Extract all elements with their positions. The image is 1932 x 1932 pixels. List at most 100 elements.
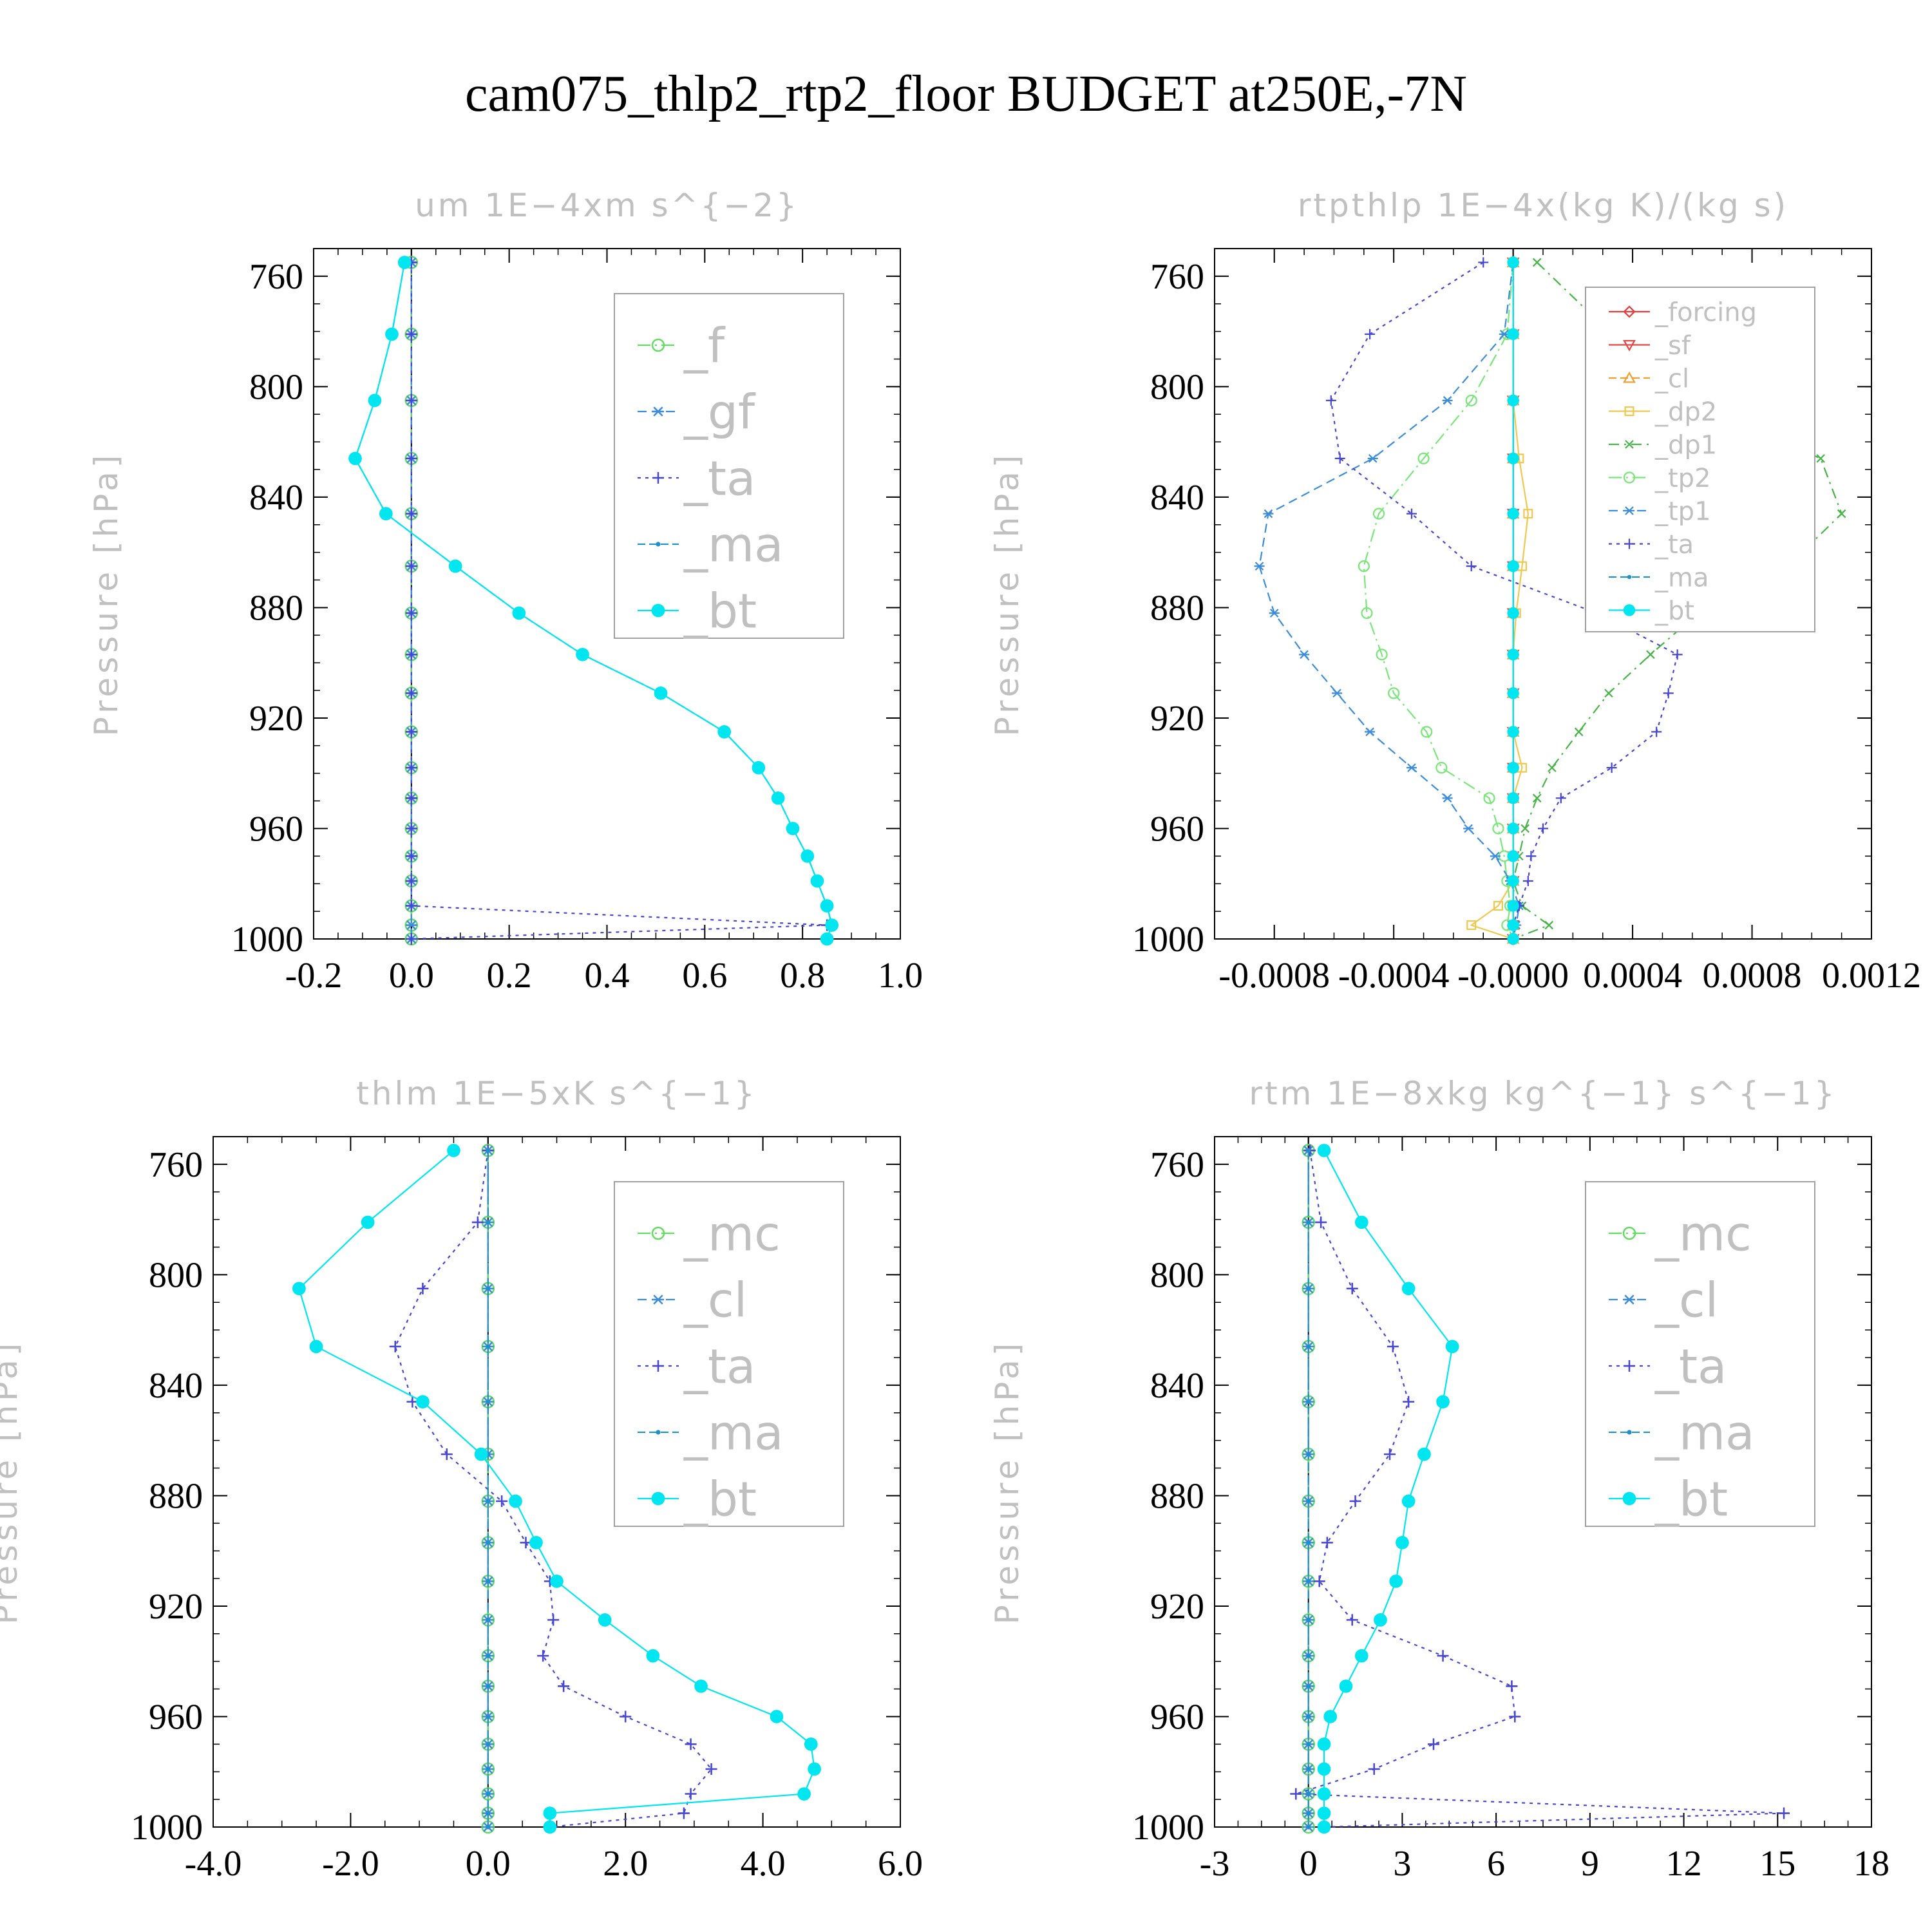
data-point: [405, 933, 417, 945]
legend-label-forcing: _forcing: [1654, 298, 1757, 327]
legend-marker: [1624, 1360, 1635, 1372]
chart-panel-4: rtm 1E−8xkg kg^{−1} s^{−1} Pressure [hPa]…: [989, 1075, 1889, 1884]
data-point: [1361, 607, 1373, 620]
y-tick-label: 1000: [131, 1808, 203, 1848]
data-point: [1365, 727, 1376, 737]
y-tick-label: 1000: [231, 920, 303, 960]
data-point: [1507, 761, 1519, 774]
legend-marker: [1623, 471, 1636, 484]
legend-label-bt: _bt: [683, 1472, 757, 1528]
legend-label-dp1: _dp1: [1654, 430, 1717, 460]
x-tick-label: 9: [1581, 1844, 1599, 1884]
legend-box: [1585, 1181, 1815, 1527]
data-point: [1389, 1575, 1403, 1588]
data-point: [440, 1448, 453, 1461]
legend-marker: [651, 1226, 665, 1240]
legend-marker: [1623, 339, 1636, 352]
data-point: [1606, 762, 1617, 773]
series-ta: [405, 256, 833, 945]
data-point: [292, 1282, 306, 1296]
legend: _mc _cl _ta _ma _bt: [1585, 1181, 1815, 1528]
data-point: [1417, 1447, 1431, 1461]
series-line-dp2: [1470, 262, 1529, 940]
x-tick-label: 0.0: [466, 1844, 511, 1884]
legend-label-ma: _ma: [1654, 563, 1709, 592]
legend-label-tp2: _tp2: [1654, 464, 1711, 493]
y-tick-label: 880: [1150, 588, 1204, 628]
data-point: [1442, 396, 1453, 405]
data-point: [1306, 1766, 1311, 1772]
legend: _mc _cl _ta _ma _bt: [614, 1181, 844, 1528]
data-point: [1490, 851, 1501, 861]
data-point: [1816, 454, 1825, 463]
data-point: [1465, 394, 1477, 406]
data-point: [1507, 875, 1519, 887]
data-point: [486, 1344, 491, 1349]
data-point: [1445, 1340, 1459, 1354]
legend-label-gf: _gf: [683, 385, 756, 440]
legend-marker: [1622, 1226, 1636, 1240]
data-point: [1506, 1680, 1518, 1692]
data-point: [1522, 875, 1533, 886]
data-point: [1334, 453, 1345, 464]
data-point: [1672, 649, 1683, 660]
y-tick-label: 920: [149, 1587, 203, 1627]
minor-ticks: [1215, 1136, 1871, 1828]
legend-label-cl: _cl: [1654, 364, 1689, 393]
legend-marker: [1624, 538, 1634, 549]
data-point: [1651, 726, 1662, 737]
data-point: [1299, 650, 1310, 659]
data-point: [1436, 1395, 1450, 1408]
legend-marker: [1623, 305, 1636, 318]
y-tick-label: 760: [249, 257, 303, 297]
data-point: [1306, 1824, 1311, 1830]
data-point: [1290, 1788, 1302, 1800]
data-point: [1548, 763, 1557, 772]
y-tick-label: 1000: [1132, 1808, 1204, 1848]
data-point: [1354, 1649, 1368, 1663]
data-point: [486, 1540, 491, 1545]
legend-label-mc: _mc: [1654, 1207, 1752, 1262]
y-tick-label: 920: [1150, 1587, 1204, 1627]
x-tick-label: 0.4: [585, 956, 630, 996]
x-tick-label: 15: [1759, 1844, 1795, 1884]
data-point: [486, 1683, 491, 1689]
legend-label-bt: _bt: [683, 584, 757, 639]
data-point: [797, 1787, 811, 1801]
series-line-tp1: [1258, 262, 1520, 940]
data-point: [1507, 687, 1519, 699]
data-point: [1401, 1494, 1416, 1508]
data-point: [1368, 1763, 1380, 1775]
data-point: [1466, 561, 1477, 572]
legend: _f _gf _ta _ma _bt: [614, 293, 844, 639]
legend-label-tp1: _tp1: [1654, 497, 1711, 526]
data-point: [1442, 793, 1453, 803]
chart-panel-3: thlm 1E−5xK s^{−1} Pressure [hPa] 760 800 84…: [0, 1075, 923, 1884]
data-point: [1346, 1282, 1358, 1294]
data-point: [447, 1144, 460, 1157]
y-tick-label: 960: [249, 809, 303, 849]
y-tick-label: 840: [1150, 478, 1204, 518]
data-point: [1306, 1810, 1311, 1816]
legend-label-bt: _bt: [1654, 596, 1694, 626]
y-tick-label: 880: [249, 588, 303, 628]
data-point: [486, 1617, 491, 1622]
data-point: [810, 874, 824, 888]
data-point: [486, 1286, 491, 1291]
series-line-tp2: [1363, 262, 1514, 940]
data-point: [1483, 792, 1495, 804]
legend-label-sf: _sf: [1654, 331, 1691, 361]
data-point: [1372, 507, 1385, 520]
x-tick-label: -2.0: [322, 1844, 379, 1884]
data-point: [379, 507, 393, 520]
data-point: [1507, 822, 1519, 835]
x-tick-label: 18: [1853, 1844, 1889, 1884]
series-bt: [1507, 256, 1519, 945]
legend-label-cl: _cl: [1654, 1273, 1718, 1329]
data-point: [1332, 688, 1343, 698]
data-point: [405, 726, 417, 738]
data-point: [368, 393, 382, 408]
legend-marker: [651, 338, 665, 352]
data-point: [1388, 687, 1400, 699]
